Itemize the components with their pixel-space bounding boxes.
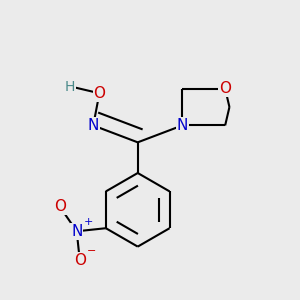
Text: O: O	[74, 253, 86, 268]
Text: N: N	[71, 224, 82, 239]
Text: O: O	[219, 81, 231, 96]
Text: +: +	[83, 217, 93, 227]
Text: N: N	[88, 118, 99, 133]
Text: −: −	[86, 246, 96, 256]
Text: H: H	[65, 80, 75, 94]
Text: N: N	[176, 118, 188, 133]
Text: O: O	[54, 199, 66, 214]
Text: O: O	[93, 86, 105, 101]
